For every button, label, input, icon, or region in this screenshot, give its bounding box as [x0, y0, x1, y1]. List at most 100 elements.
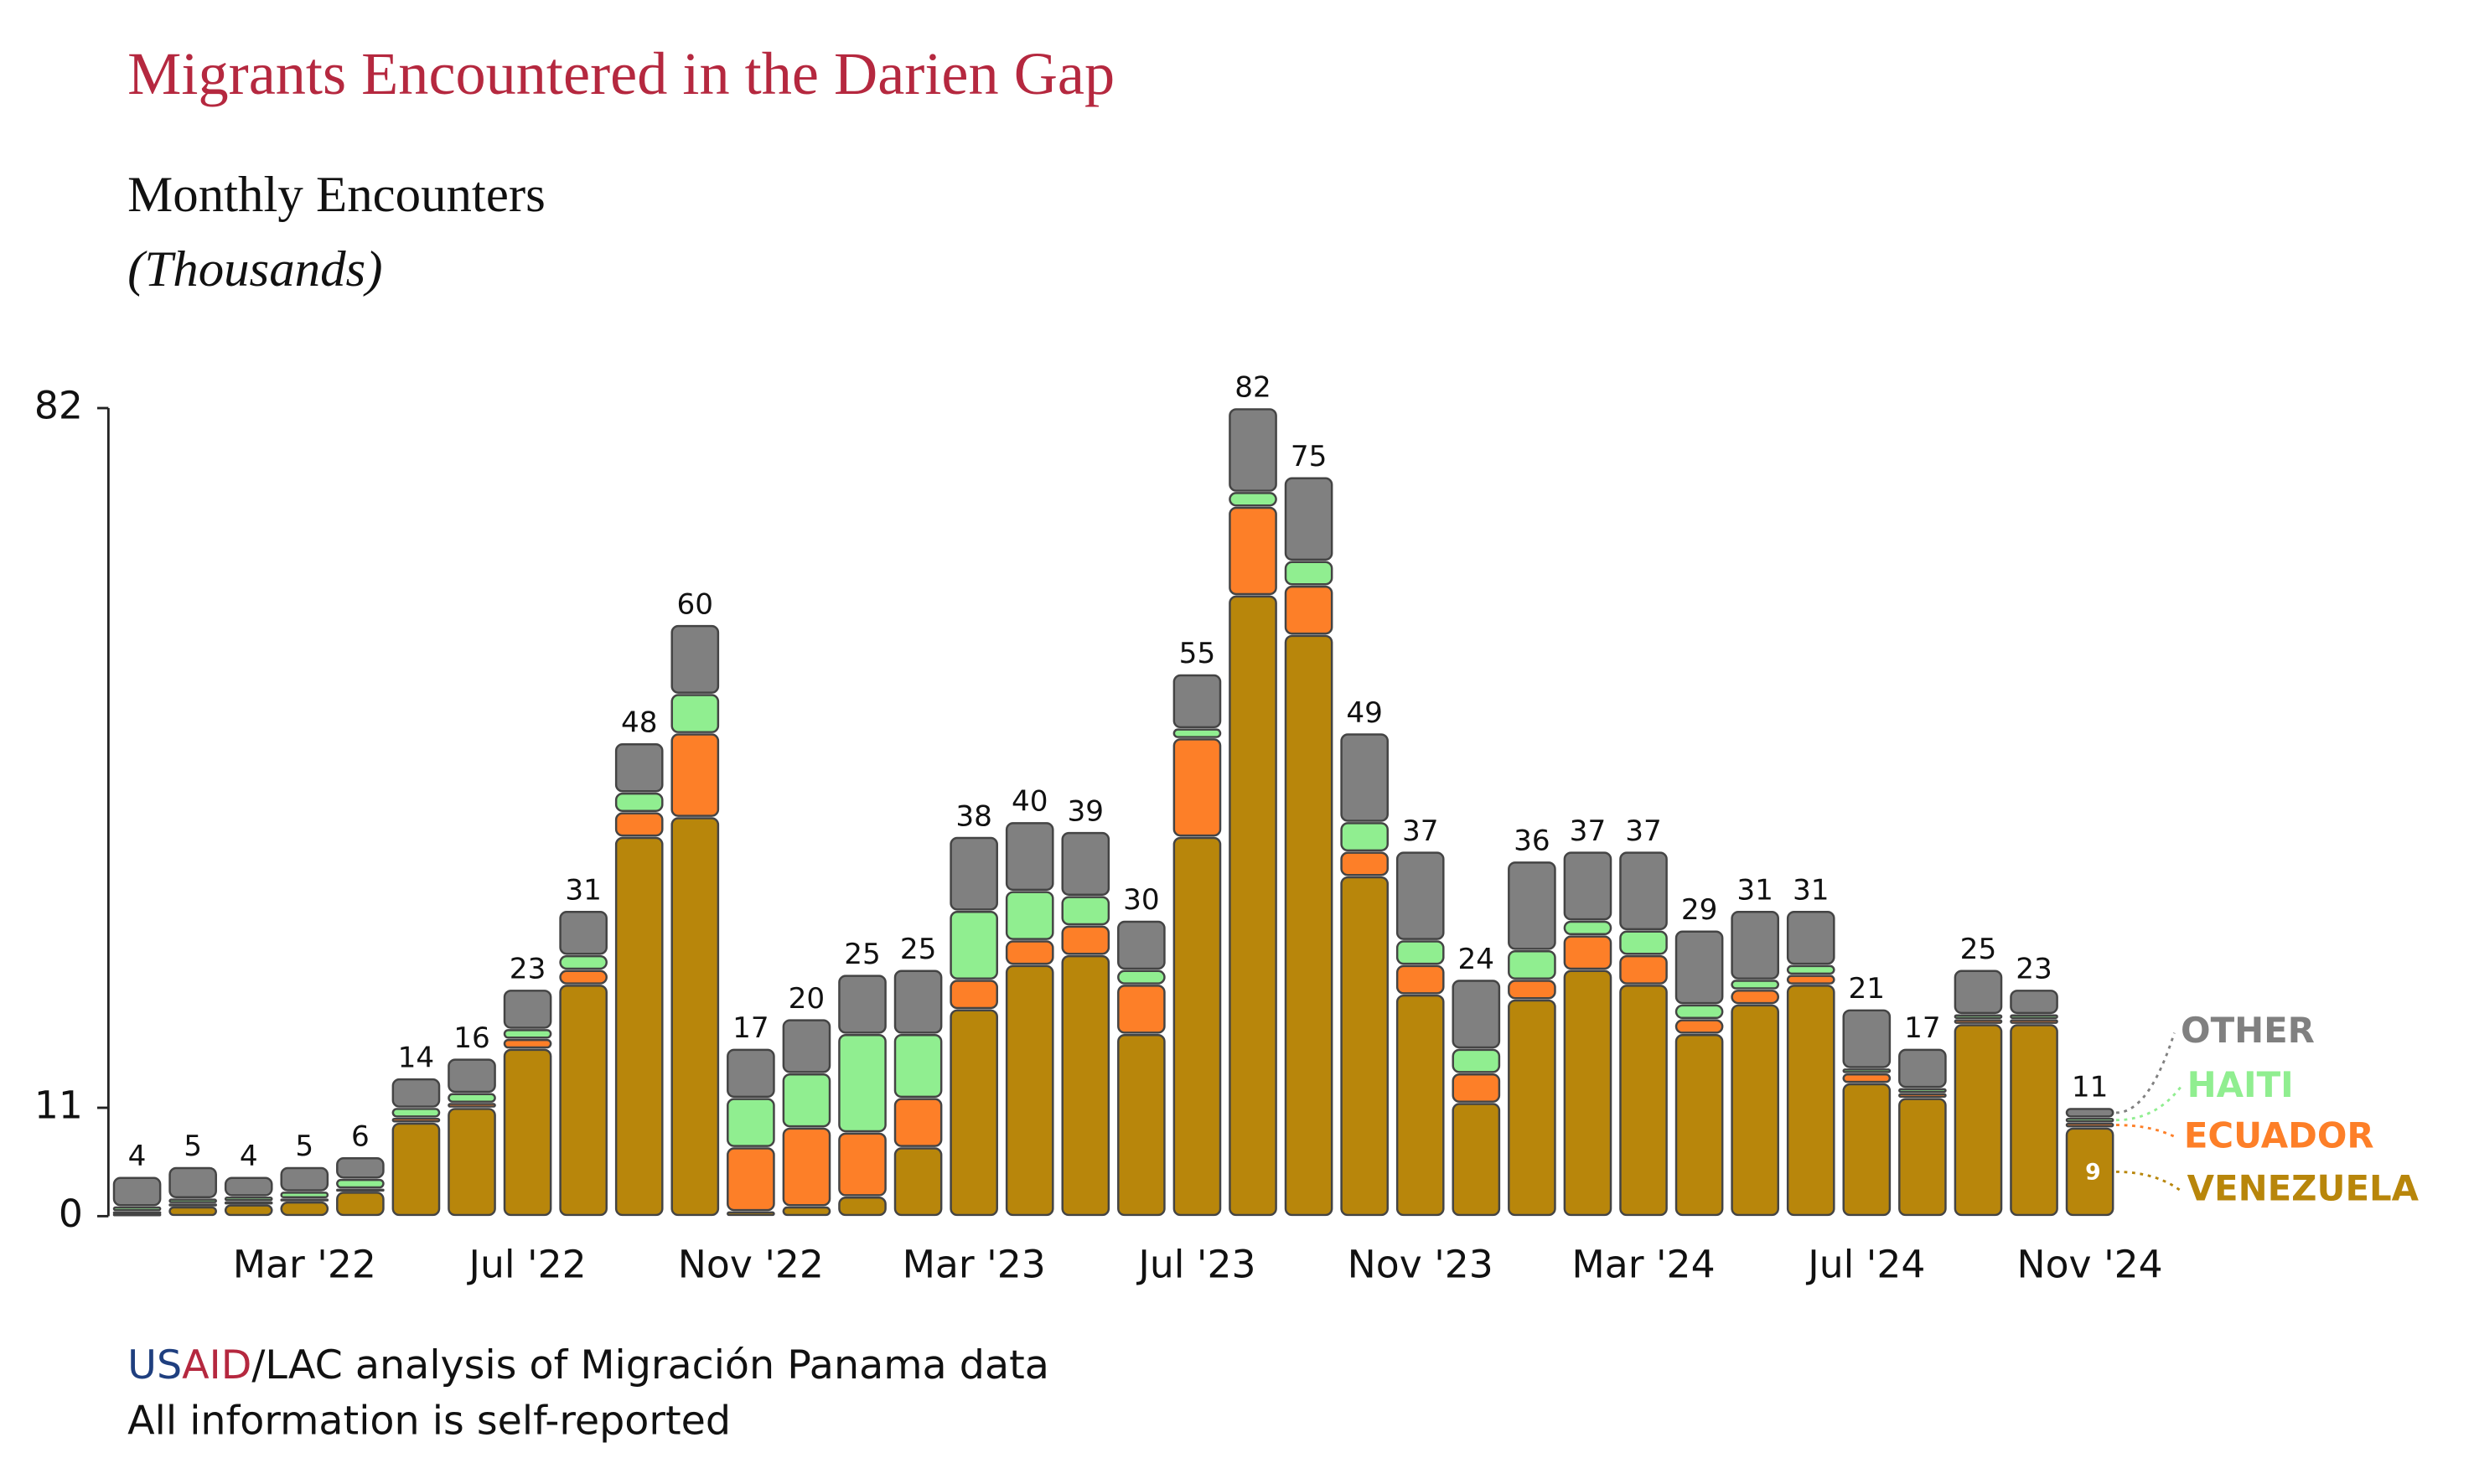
bar-segment: [2010, 1014, 2058, 1019]
source: USAID/LAC analysis of Migración Panama d…: [127, 1342, 1049, 1388]
total-label: 4: [240, 1140, 258, 1173]
bar-segment: [614, 836, 664, 1217]
bar-segment: [1786, 975, 1835, 985]
total-label: 60: [677, 587, 714, 621]
bar-segment: [1619, 954, 1668, 985]
bar-segment: [1340, 733, 1389, 822]
bar-segment: [727, 1211, 775, 1217]
total-label: 25: [900, 933, 937, 966]
total-label: 38: [955, 799, 992, 833]
bar-segment: [1005, 822, 1054, 892]
bar-segment: [2010, 990, 2058, 1015]
bar-segment: [670, 694, 720, 733]
bar-segment: [1061, 925, 1110, 955]
bar-segment: [168, 1198, 217, 1203]
bar-segment: [1619, 851, 1668, 931]
source-rest: /LAC analysis of Migración Panama data: [251, 1342, 1049, 1388]
bar-segment: [336, 1188, 385, 1192]
bar-segment: [112, 1213, 162, 1217]
source-us: US: [127, 1342, 182, 1388]
bar-segment: [1674, 1033, 1724, 1217]
bar-segment: [448, 1058, 496, 1094]
bar-segment: [1563, 851, 1612, 921]
total-label: 31: [1793, 873, 1830, 907]
bar-segment: [559, 985, 608, 1217]
bar-segment: [1842, 1073, 1892, 1083]
bar-segment: [112, 1206, 162, 1212]
bar-segment: [1731, 990, 1779, 1005]
legend-label: HAITI: [2187, 1064, 2294, 1105]
note: All information is self-reported: [127, 1399, 731, 1445]
chart-subtitle: Monthly Encounters: [127, 167, 546, 223]
bar-segment: [1395, 964, 1445, 995]
bar-segment: [1452, 980, 1501, 1049]
bar-segment: [1340, 876, 1389, 1217]
total-label: 30: [1123, 883, 1160, 917]
bar-segment: [336, 1178, 385, 1189]
legend-label: ECUADOR: [2184, 1115, 2374, 1156]
bar-segment: [950, 980, 998, 1010]
bar-segment: [1508, 950, 1556, 980]
bar-segment: [224, 1197, 273, 1202]
total-label: 23: [2016, 953, 2052, 986]
y-tick-label: 11: [34, 1083, 83, 1128]
bar-segment: [1117, 970, 1166, 985]
bar-segment: [336, 1156, 385, 1179]
bar-segment: [1284, 585, 1333, 635]
bar-segment: [1340, 851, 1389, 876]
bar-segment: [893, 1033, 943, 1099]
y-tick-label: 82: [34, 384, 83, 428]
bar-segment: [448, 1103, 496, 1108]
bar-segment: [1005, 891, 1054, 940]
bar-segment: [1954, 1024, 2003, 1217]
bar-segment: [280, 1192, 329, 1199]
legend-leader: [2115, 1171, 2182, 1192]
bar-segment: [2065, 1127, 2114, 1217]
bar-segment: [503, 1048, 552, 1217]
bar-segment: [2065, 1117, 2114, 1123]
x-tick-label: Mar '23: [903, 1243, 1046, 1287]
bar-segment: [391, 1117, 441, 1123]
bar-segment: [112, 1176, 162, 1207]
bar-segment: [1117, 985, 1166, 1034]
bar-segment: [893, 970, 943, 1034]
total-label: 25: [844, 938, 881, 971]
bar-segment: [1005, 964, 1054, 1217]
total-label: 31: [1736, 873, 1773, 907]
total-label: 5: [184, 1130, 202, 1163]
bar-segment: [1898, 1093, 1947, 1099]
total-label: 21: [1849, 972, 1886, 1006]
bar-segment: [838, 1197, 887, 1217]
source-aid: AID: [182, 1342, 251, 1388]
total-label: 36: [1514, 825, 1550, 858]
bar-segment: [893, 1147, 943, 1217]
x-tick-label: Nov '23: [1348, 1243, 1493, 1287]
bar-segment: [1508, 861, 1556, 950]
total-label: 17: [1904, 1011, 1941, 1045]
bar-segment: [670, 733, 720, 817]
total-label: 11: [2072, 1071, 2109, 1104]
x-tick-label: Jul '24: [1805, 1243, 1925, 1287]
bar-segment: [1786, 910, 1835, 965]
bar-segment: [1452, 1073, 1501, 1103]
bar-segment: [2065, 1122, 2114, 1128]
bar-segment: [503, 1038, 552, 1049]
bar-segment: [2065, 1108, 2114, 1118]
bar-segment: [1172, 738, 1222, 837]
bar-segment: [1061, 896, 1110, 926]
bar-segment: [670, 624, 720, 694]
total-label: 37: [1402, 814, 1439, 848]
bar-segment: [838, 1033, 887, 1133]
bar-segment: [1172, 836, 1222, 1217]
bar-segment: [1674, 930, 1724, 1005]
total-label: 40: [1012, 785, 1048, 819]
bar-segment: [1563, 970, 1612, 1217]
bar-segment: [1563, 920, 1612, 936]
bar-segment: [168, 1203, 217, 1207]
x-tick-label: Nov '22: [678, 1243, 824, 1287]
bar-segment: [280, 1201, 329, 1217]
bar-segment: [1508, 999, 1556, 1217]
total-label: 14: [398, 1041, 435, 1074]
bar-segment: [838, 1132, 887, 1197]
total-label: 37: [1570, 814, 1607, 848]
